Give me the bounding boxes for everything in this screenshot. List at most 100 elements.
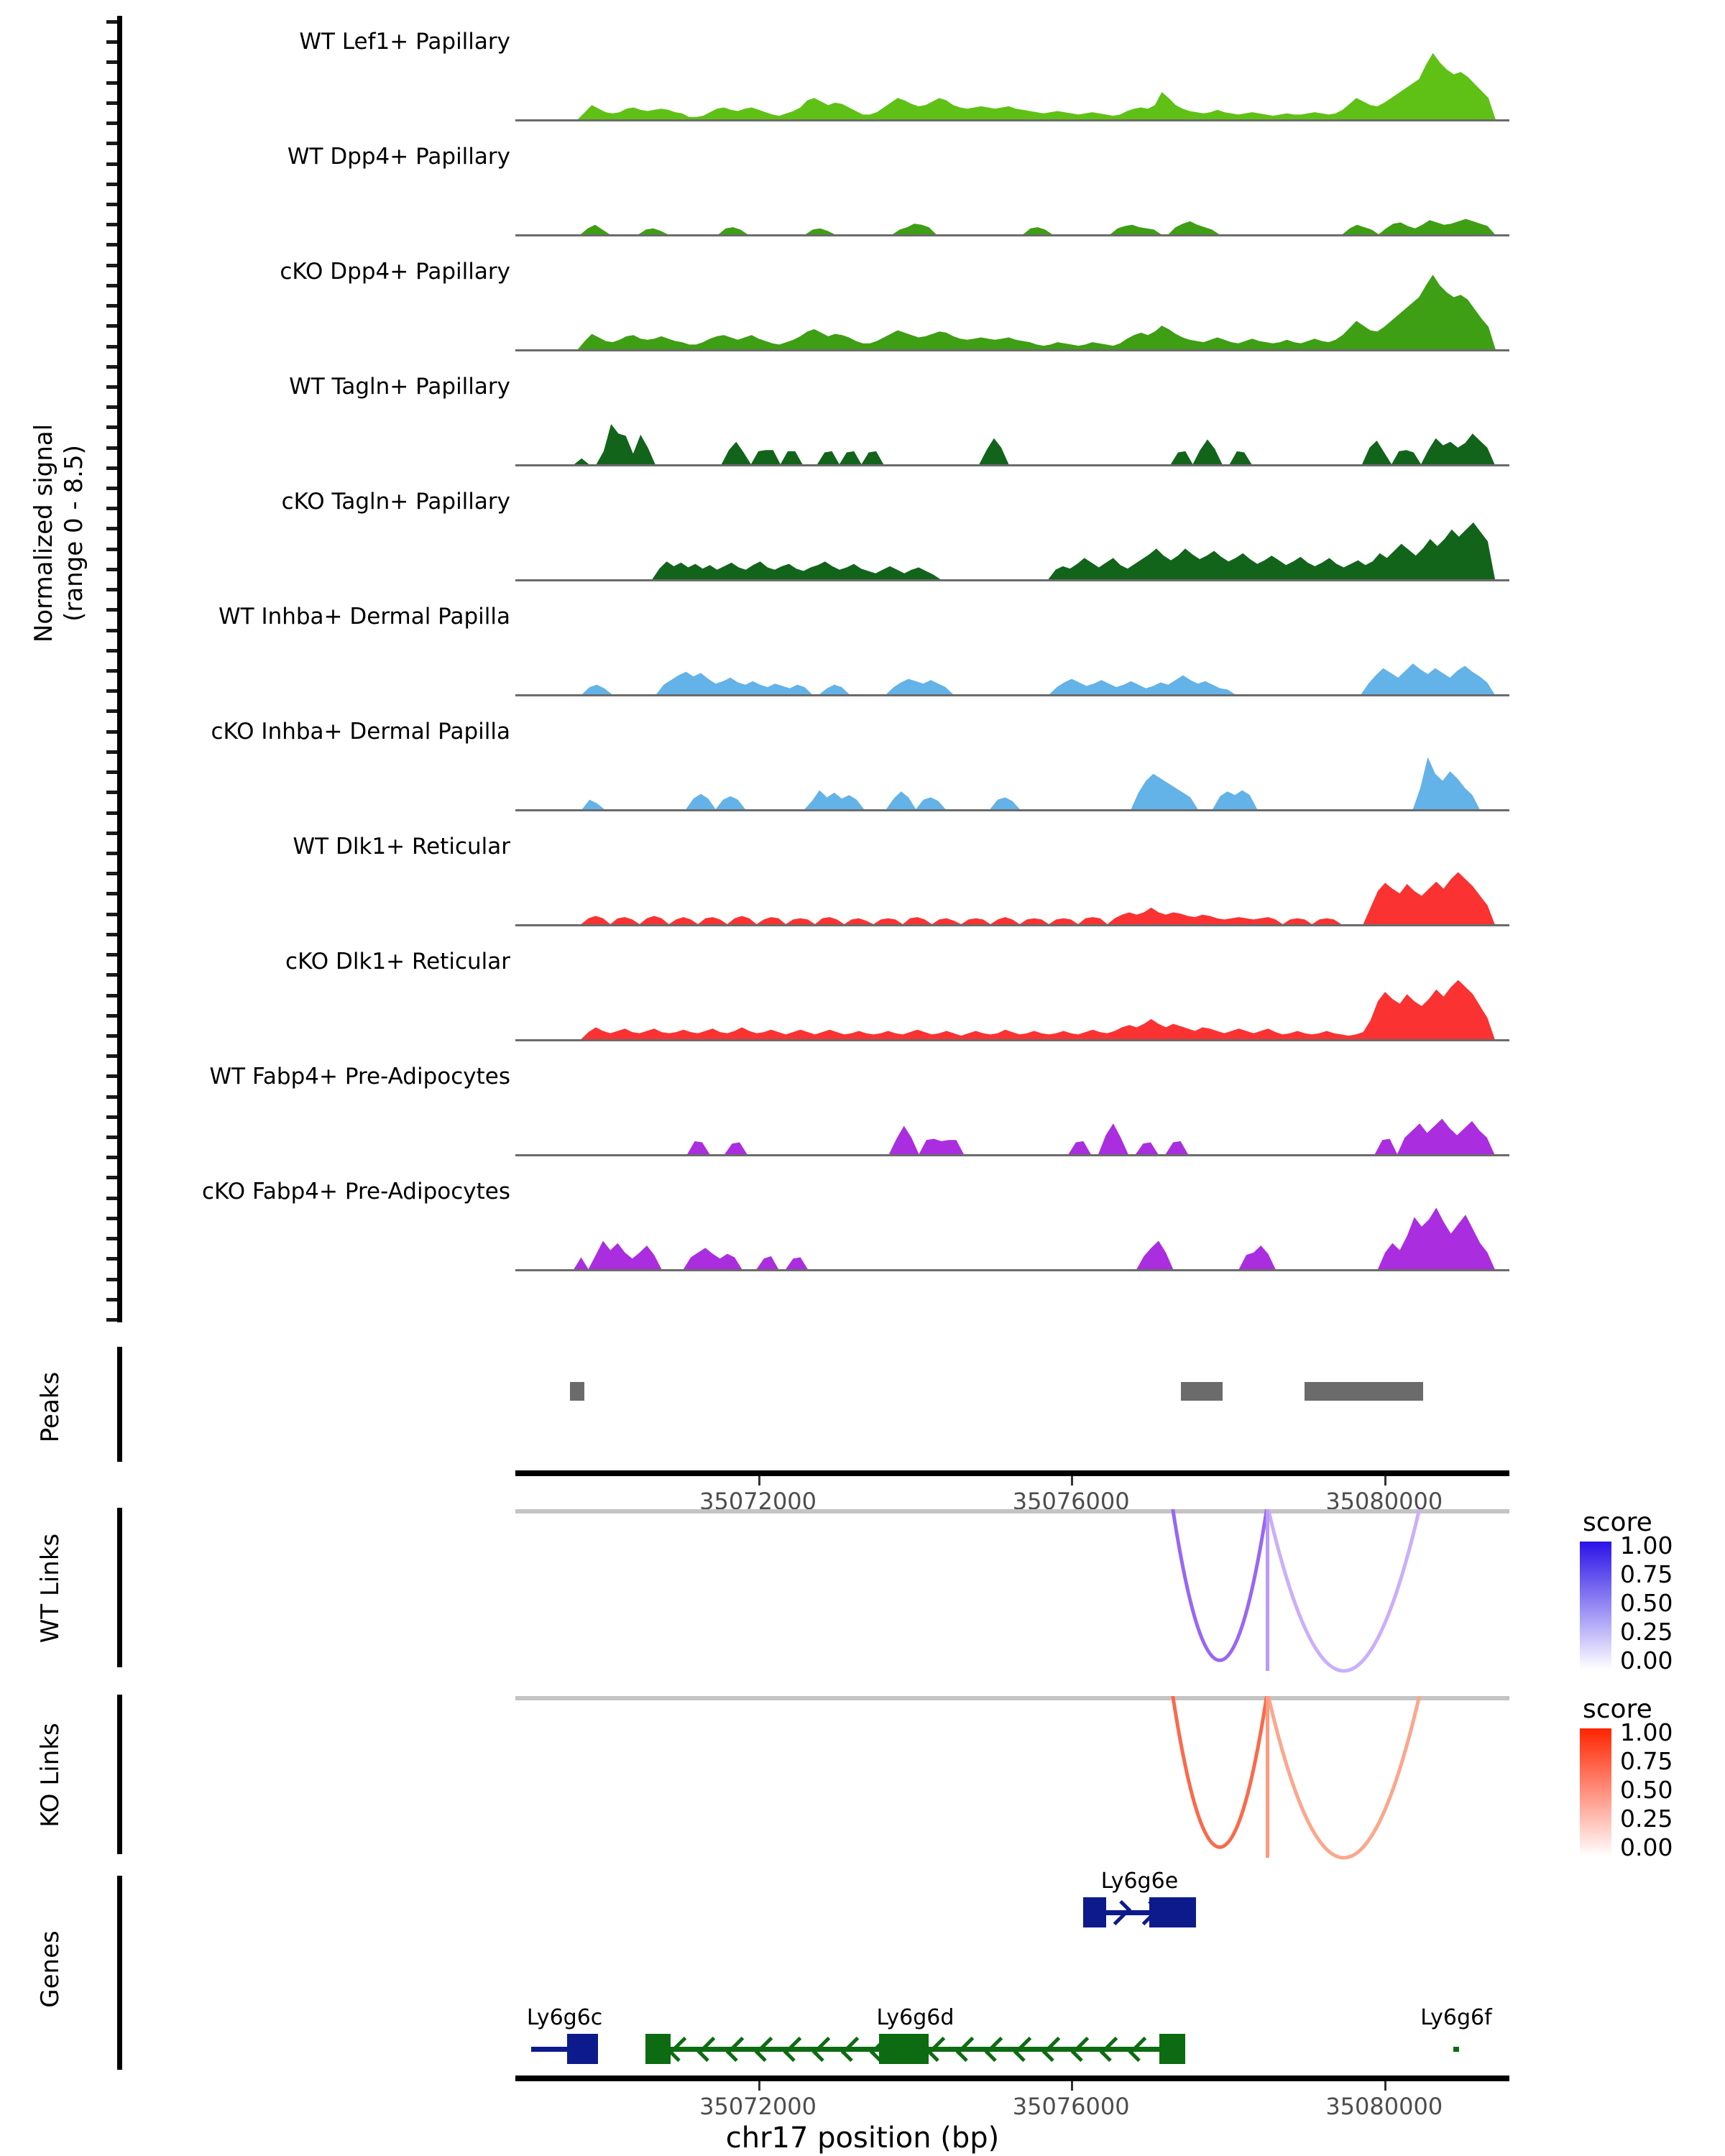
y-axis-tick [106, 912, 117, 916]
coverage-area [515, 1118, 1509, 1154]
y-axis-tick [106, 263, 117, 267]
gene-label: Ly6g6d [876, 2005, 954, 2030]
coverage-track-baseline [515, 924, 1509, 926]
gene-label: Ly6g6f [1420, 2005, 1492, 2030]
y-axis-tick [106, 750, 117, 754]
ko-legend-tick-labels: 1.00 0.75 0.50 0.25 0.00 [1620, 1718, 1673, 1862]
x-axis-tick [1071, 1476, 1074, 1485]
y-axis-tick [106, 547, 117, 551]
gene-strand-chevron-icon [725, 2036, 751, 2063]
wt-links-baseline [515, 1509, 1509, 1514]
gene-strand-chevron-icon [811, 2036, 837, 2063]
y-axis-tick [106, 1074, 117, 1079]
wt-legend-title: score [1583, 1508, 1652, 1537]
ko-links-baseline [515, 1696, 1509, 1700]
wt-legend-gradient-bar [1580, 1542, 1611, 1669]
y-axis-tick [106, 1054, 117, 1059]
coverage-track: WT Inhba+ Dermal Papilla [0, 589, 1725, 704]
y-axis-tick [106, 60, 117, 65]
y-axis-tick [106, 791, 117, 795]
legend-tick-label: 0.75 [1620, 1560, 1673, 1588]
wt-links-legend: score 1.00 0.75 0.50 0.25 0.00 [1580, 1508, 1673, 1678]
y-axis-tick [106, 223, 117, 227]
coverage-track-baseline [515, 694, 1509, 696]
coverage-track-label: WT Fabp4+ Pre-Adipocytes [209, 1064, 511, 1089]
y-axis-tick [106, 40, 117, 45]
y-axis-tick [106, 1156, 117, 1160]
gene-strand-chevron-icon [1128, 2036, 1154, 2063]
y-axis-tick [106, 1277, 117, 1281]
peak-region [1304, 1382, 1424, 1401]
y-axis-tick [106, 243, 117, 247]
y-axis-tick [106, 872, 117, 876]
x-axis-tick-label: 35080000 [1325, 2093, 1443, 2120]
y-axis-tick [106, 973, 117, 977]
y-axis-tick [106, 892, 117, 896]
coverage-track-label: cKO Inhba+ Dermal Papilla [211, 719, 511, 745]
coverage-track: cKO Inhba+ Dermal Papilla [0, 704, 1725, 819]
gene-strand-chevron-icon [1070, 2036, 1096, 2063]
genes-x-axis-bar [515, 2076, 1509, 2081]
y-axis-tick [106, 669, 117, 673]
gene-strand-chevron-icon [984, 2036, 1010, 2063]
y-axis-tick [106, 101, 117, 105]
y-axis-tick [106, 953, 117, 957]
peak-region [570, 1382, 584, 1401]
gene-label: Ly6g6e [1100, 1869, 1179, 1894]
y-axis-tick [106, 1095, 117, 1099]
coverage-panel: Normalized signal (range 0 - 8.5) WT Lef… [0, 14, 1725, 1322]
gene-exon [645, 2034, 671, 2064]
gene-exon [879, 2034, 929, 2064]
y-axis-tick [106, 608, 117, 612]
wt-links-axis [117, 1508, 122, 1667]
x-axis-tick [1384, 1476, 1386, 1485]
y-axis-tick [106, 588, 117, 592]
wt-links-panel: WT Links score 1.00 0.75 0.50 0.25 0.00 [0, 1502, 1725, 1682]
link-arc [1171, 1696, 1269, 1849]
gene-intron-line [1082, 1910, 1197, 1915]
coverage-track: WT Dlk1+ Reticular [0, 819, 1725, 934]
legend-tick-label: 1.00 [1620, 1718, 1673, 1746]
x-axis-tick [1071, 2081, 1074, 2091]
x-axis-tick-label: 35076000 [1012, 2093, 1130, 2120]
gene-strand-chevron-icon [1041, 2036, 1067, 2063]
coverage-area [515, 1207, 1509, 1269]
gene-exon [566, 2034, 599, 2064]
legend-tick-label: 0.00 [1620, 1833, 1673, 1861]
y-axis-tick [106, 202, 117, 206]
coverage-track-baseline [515, 1039, 1509, 1041]
y-axis-tick [106, 364, 117, 369]
ko-links-axis [117, 1695, 122, 1854]
link-arc [1266, 1696, 1422, 1860]
x-axis-tick [758, 1476, 760, 1485]
coverage-track-baseline [515, 119, 1509, 121]
coverage-area [515, 275, 1509, 349]
y-axis-tick [106, 567, 117, 571]
wt-links-section-label: WT Links [36, 1533, 65, 1644]
coverage-area [515, 872, 1509, 924]
coverage-track: WT Dpp4+ Papillary [0, 129, 1725, 244]
gene-intron-line [1453, 2047, 1460, 2052]
coverage-track-label: WT Dpp4+ Papillary [287, 144, 510, 170]
coverage-area [515, 757, 1509, 809]
genes-panel: Genes Ly6g6c Ly6g6d Ly6g6e Ly6g6f 35072000 3… [0, 1869, 1725, 2156]
gene-intron-line [530, 2047, 567, 2052]
coverage-track-baseline [515, 579, 1509, 581]
ko-legend-gradient-bar [1580, 1728, 1611, 1856]
y-axis-tick [106, 709, 117, 714]
y-axis-tick [106, 283, 117, 287]
signal-y-axis [117, 16, 122, 1322]
y-axis-tick [106, 20, 117, 24]
coverage-area [515, 663, 1509, 694]
ko-links-arcs [1171, 1696, 1422, 1860]
y-axis-tick [106, 487, 117, 491]
gene-strand-chevron-icon [668, 2036, 694, 2063]
y-axis-tick [106, 1237, 117, 1241]
wt-legend-tick-labels: 1.00 0.75 0.50 0.25 0.00 [1620, 1531, 1673, 1675]
gene-strand-chevron-icon [783, 2036, 809, 2063]
gene-strand-chevron-icon [840, 2036, 866, 2063]
ko-links-panel: KO Links score 1.00 0.75 0.50 0.25 0.00 [0, 1689, 1725, 1869]
coverage-track-label: cKO Dpp4+ Papillary [280, 259, 510, 285]
coverage-track: WT Lef1+ Papillary [0, 14, 1725, 129]
coverage-track: cKO Dlk1+ Reticular [0, 934, 1725, 1049]
